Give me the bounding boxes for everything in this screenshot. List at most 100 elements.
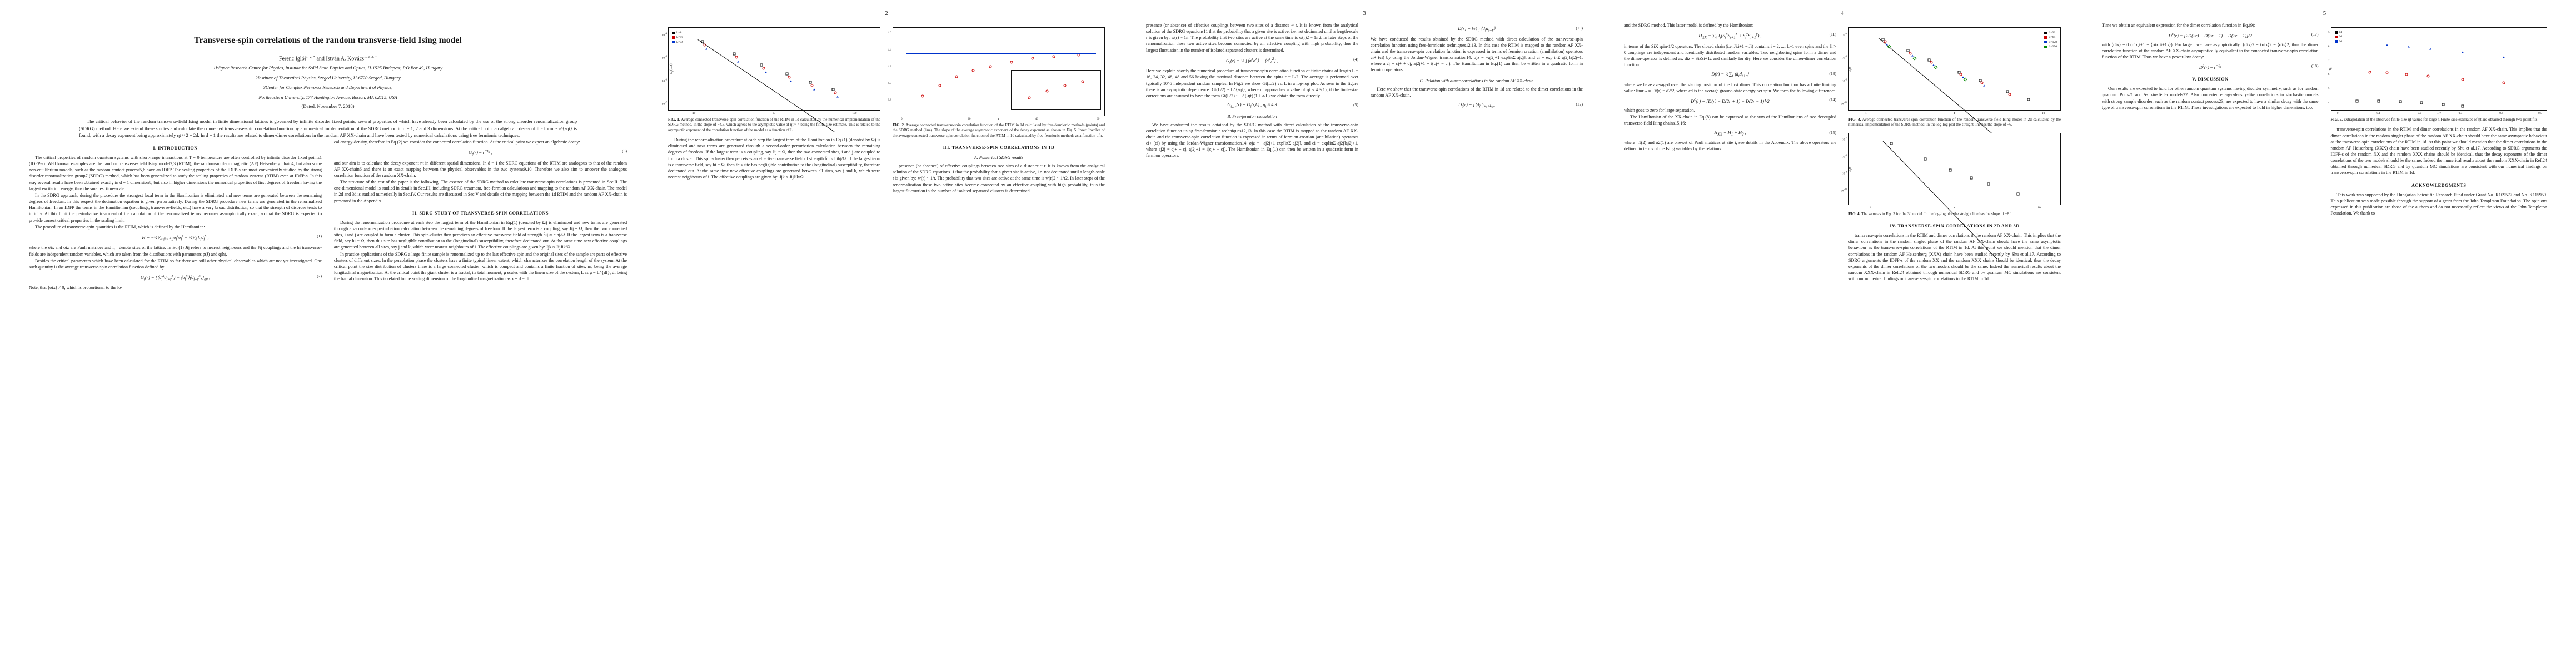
data-point — [2399, 100, 2401, 103]
data-point — [1959, 73, 1962, 76]
data-point — [701, 40, 704, 43]
figure-1-axes: Gt(L/2) 10-4 10-5 10-6 10-7 10 100 L=8 L… — [662, 27, 880, 132]
data-point — [1934, 65, 1938, 69]
data-point — [1949, 168, 1952, 172]
author-1: Ferenc Iglói — [278, 55, 306, 62]
data-point — [705, 48, 708, 50]
paragraph: We have conducted the results obtained b… — [1146, 122, 1358, 158]
abstract-text: The critical behavior of the random tran… — [79, 118, 577, 138]
data-point — [785, 72, 789, 76]
figure-1-legend: L=8 L=16 L=32 — [671, 30, 685, 46]
figure-5-ytick: 5 — [2328, 87, 2330, 91]
figure-4-xtick: 10 — [2037, 206, 2041, 210]
legend-item: L=128 — [2044, 40, 2057, 44]
legend-item: 1d — [2334, 30, 2342, 34]
data-point — [1884, 40, 1887, 43]
paragraph: In practice applications of the SDRG a l… — [334, 251, 627, 282]
figure-3-plot: Gt(r) 10-4 10-6 10-8 10-10 1 10 L=32 L=6… — [1841, 27, 2061, 147]
data-point — [2405, 73, 2408, 76]
data-point — [921, 94, 924, 98]
data-point — [737, 61, 740, 63]
paragraph: transverse-spin correlations in the RTIM… — [1848, 233, 2061, 282]
data-point — [760, 63, 763, 67]
figure-2-xtick: 20 — [968, 117, 971, 121]
equation-18: Dc(r) ~ r−ηt (18) — [2199, 63, 2319, 71]
data-point — [2377, 99, 2380, 103]
data-point — [1987, 182, 1990, 186]
figure-4-xlabel: r — [1954, 205, 1956, 210]
figure-4-ytick: 10-6 — [1842, 153, 1847, 159]
page-1: Transverse-spin correlations of the rand… — [17, 0, 639, 667]
equation-13: D(r) = ½∑i ⟨didi+r⟩ (13) — [1711, 71, 1836, 78]
data-point — [1881, 38, 1885, 41]
legend-label: L=8 — [676, 31, 682, 34]
figure-5-caption-text: Extrapolation of the observed finite-siz… — [2343, 117, 2539, 122]
figure-1-ytick: 10-6 — [661, 78, 667, 83]
data-point — [1886, 43, 1889, 46]
page-number: 2 — [885, 10, 888, 17]
data-point — [2386, 44, 2389, 46]
data-point — [1031, 57, 1034, 60]
data-point — [790, 80, 793, 82]
data-point — [1957, 71, 1961, 74]
equation-15: HXX = H1 + H2 , (15) — [1714, 130, 1836, 137]
equation-14-number: (14) — [1829, 97, 1836, 103]
data-point — [735, 56, 738, 59]
data-point — [1932, 64, 1935, 66]
paragraph: The Hamiltonian of the XX-chain in Eq.(8… — [1624, 115, 1836, 126]
equation-2-number: (2) — [317, 273, 322, 278]
figure-3-ylabel: Gt(r) — [1847, 65, 1853, 73]
paragraph: which goes to zero for large separation. — [1624, 108, 1695, 113]
figure-4: Gt(r) 10-4 10-6 10-8 10-10 1 10 — [1841, 132, 2061, 260]
figure-2: 4.6 4.4 4.2 4.0 3.8 0 20 40 60 — [888, 27, 1105, 138]
data-point — [2027, 98, 2030, 101]
paragraph: Our results are expected to hold for oth… — [2102, 86, 2319, 110]
data-point — [1081, 80, 1084, 83]
figure-5-legend: 1d 2d 3d — [2333, 29, 2344, 45]
author-list: Ferenc Iglói1, 2, * and István A. Kovács… — [17, 55, 639, 62]
equation-14: Dc(r) = [D(r) − D(2r + 1) − D(2r − 1)]/2… — [1691, 97, 1836, 104]
figure-1-ytick: 10-4 — [661, 32, 667, 37]
figure-3: Gt(r) 10-4 10-6 10-8 10-10 1 10 L=32 L=6… — [1841, 27, 2061, 147]
figure-5-ytick: 9 — [2328, 31, 2330, 34]
data-point — [2426, 74, 2430, 78]
page-3: 3 presence (or absence) of effective cou… — [1134, 0, 1595, 667]
figure-4-caption-label: FIG. 4. — [1848, 211, 1861, 216]
paragraph: and our aim is to calculate the decay ex… — [334, 160, 627, 178]
data-point — [2442, 103, 2445, 106]
figure-3-ytick: 10-8 — [1842, 78, 1847, 83]
figure-4-ytick: 10-8 — [1842, 170, 1847, 176]
data-point — [834, 91, 837, 94]
legend-item: L=8 — [672, 31, 683, 35]
figure-5-xtick: 0.2 — [2418, 112, 2421, 115]
data-point — [703, 43, 706, 47]
figure-5-xlabel: 1/r — [2437, 111, 2441, 115]
page-4: 4 and the SDRG method. This latter model… — [1612, 0, 2073, 667]
legend-swatch — [2044, 31, 2047, 34]
figure-3-xtick: 1 — [1865, 112, 1867, 115]
equation-13-number: (13) — [1829, 71, 1836, 77]
figure-4-xtick: 1 — [1869, 206, 1871, 210]
page-number: 4 — [1841, 10, 1844, 17]
figure-3-axes: Gt(r) 10-4 10-6 10-8 10-10 1 10 L=32 L=6… — [1841, 27, 2061, 147]
data-point — [1930, 61, 1933, 64]
figure-5-xtick: 0 — [2336, 112, 2339, 115]
page-title: Transverse-spin correlations of the rand… — [194, 36, 462, 45]
figure-5-xtick: 0.4 — [2499, 112, 2503, 115]
figure-2-ytick: 4.0 — [888, 81, 891, 85]
data-point — [1890, 142, 1893, 145]
data-point — [2429, 48, 2431, 50]
figure-1-ytick: 10-5 — [661, 54, 667, 60]
paragraph: The procedure of transverse-spin quantit… — [35, 224, 205, 230]
data-point — [836, 96, 839, 98]
page-5: 5 Time we obtain an equivalent expressio… — [2090, 0, 2559, 667]
legend-swatch — [2334, 40, 2338, 43]
page-2-column-1: Gt(L/2) 10-4 10-5 10-6 10-7 10 100 L=8 L… — [662, 22, 880, 663]
data-point — [1063, 84, 1067, 87]
paragraph: cal energy-density, therefore in Eq.(2) … — [334, 140, 580, 145]
legend-swatch — [672, 41, 675, 44]
figure-1-plot: Gt(L/2) 10-4 10-5 10-6 10-7 10 100 L=8 L… — [662, 27, 880, 132]
data-point — [1052, 55, 1055, 58]
figure-4-ytick: 10-10 — [1841, 187, 1847, 193]
legend-item: L=256 — [2044, 44, 2057, 49]
